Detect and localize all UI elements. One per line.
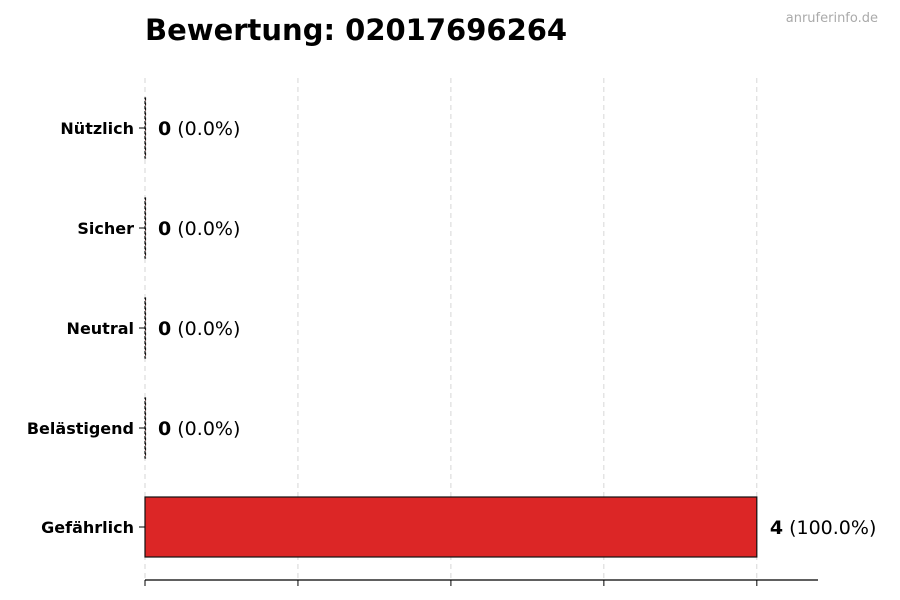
value-percent: (0.0%) (171, 418, 240, 440)
category-label: Belästigend (27, 419, 134, 438)
category-label: Nützlich (60, 119, 134, 138)
value-percent: (0.0%) (171, 318, 240, 340)
bar (144, 197, 147, 259)
value-percent: (0.0%) (171, 118, 240, 140)
category-label: Neutral (67, 319, 134, 338)
category-label: Gefährlich (41, 518, 134, 537)
value-label: 0 (0.0%) (158, 318, 240, 340)
value-label: 0 (0.0%) (158, 118, 240, 140)
category-label: Sicher (77, 219, 134, 238)
chart-title: Bewertung: 02017696264 (145, 13, 567, 47)
value-label: 0 (0.0%) (158, 418, 240, 440)
value-label: 0 (0.0%) (158, 218, 240, 240)
value-count: 0 (158, 218, 171, 240)
value-percent: (100.0%) (783, 517, 876, 539)
value-count: 0 (158, 118, 171, 140)
bar (144, 397, 147, 459)
bar (144, 97, 147, 159)
value-percent: (0.0%) (171, 218, 240, 240)
value-count: 4 (770, 517, 783, 539)
bar (144, 297, 147, 359)
value-count: 0 (158, 418, 171, 440)
value-count: 0 (158, 318, 171, 340)
bar (144, 496, 758, 558)
watermark: anruferinfo.de (786, 11, 878, 26)
value-label: 4 (100.0%) (770, 517, 877, 539)
